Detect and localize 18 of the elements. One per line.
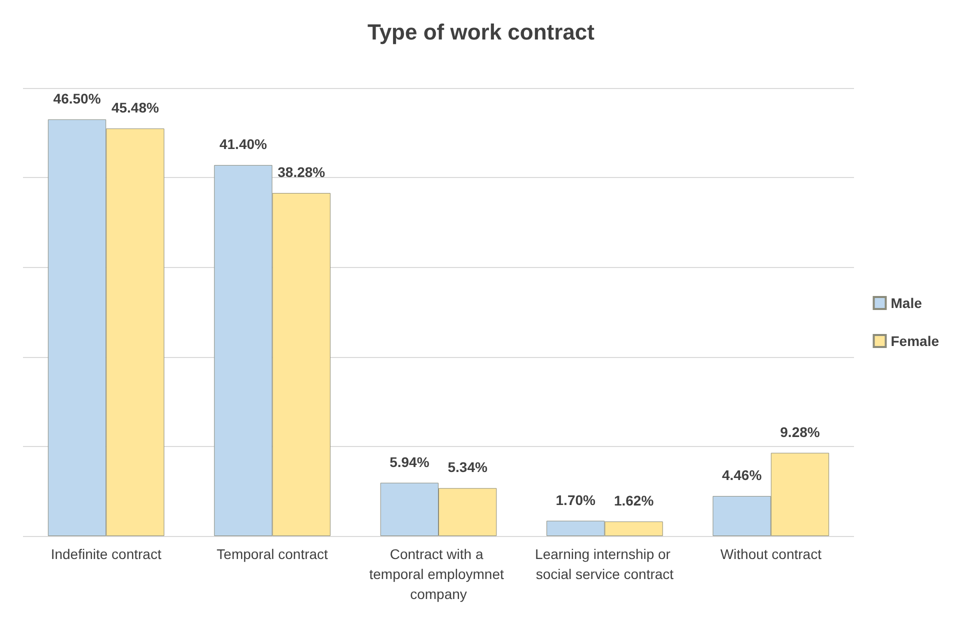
data-label: 4.46%	[722, 467, 762, 484]
data-label: 5.34%	[448, 459, 488, 476]
data-label: 38.28%	[278, 164, 326, 180]
x-tick-label: Indefinite contract	[50, 546, 162, 562]
data-label: 45.48%	[111, 100, 160, 116]
data-label: 46.50%	[53, 90, 102, 106]
data-label: 9.28%	[780, 424, 820, 440]
data-label: 5.94%	[390, 454, 430, 470]
chart-title: Type of work contract	[368, 20, 596, 44]
data-label: 1.70%	[556, 492, 596, 508]
data-label: 41.40%	[219, 136, 268, 152]
data-label: 1.62%	[614, 492, 654, 508]
x-tick-label: Contract with a temporal employmnet company	[369, 546, 508, 602]
x-tick-label: Temporal contract	[216, 546, 328, 562]
legend-label: Female	[890, 333, 940, 349]
x-tick-label: Learning internship or social service contract	[535, 546, 674, 582]
x-tick-label: Without contract	[720, 546, 822, 562]
legend-label: Male	[890, 295, 922, 311]
